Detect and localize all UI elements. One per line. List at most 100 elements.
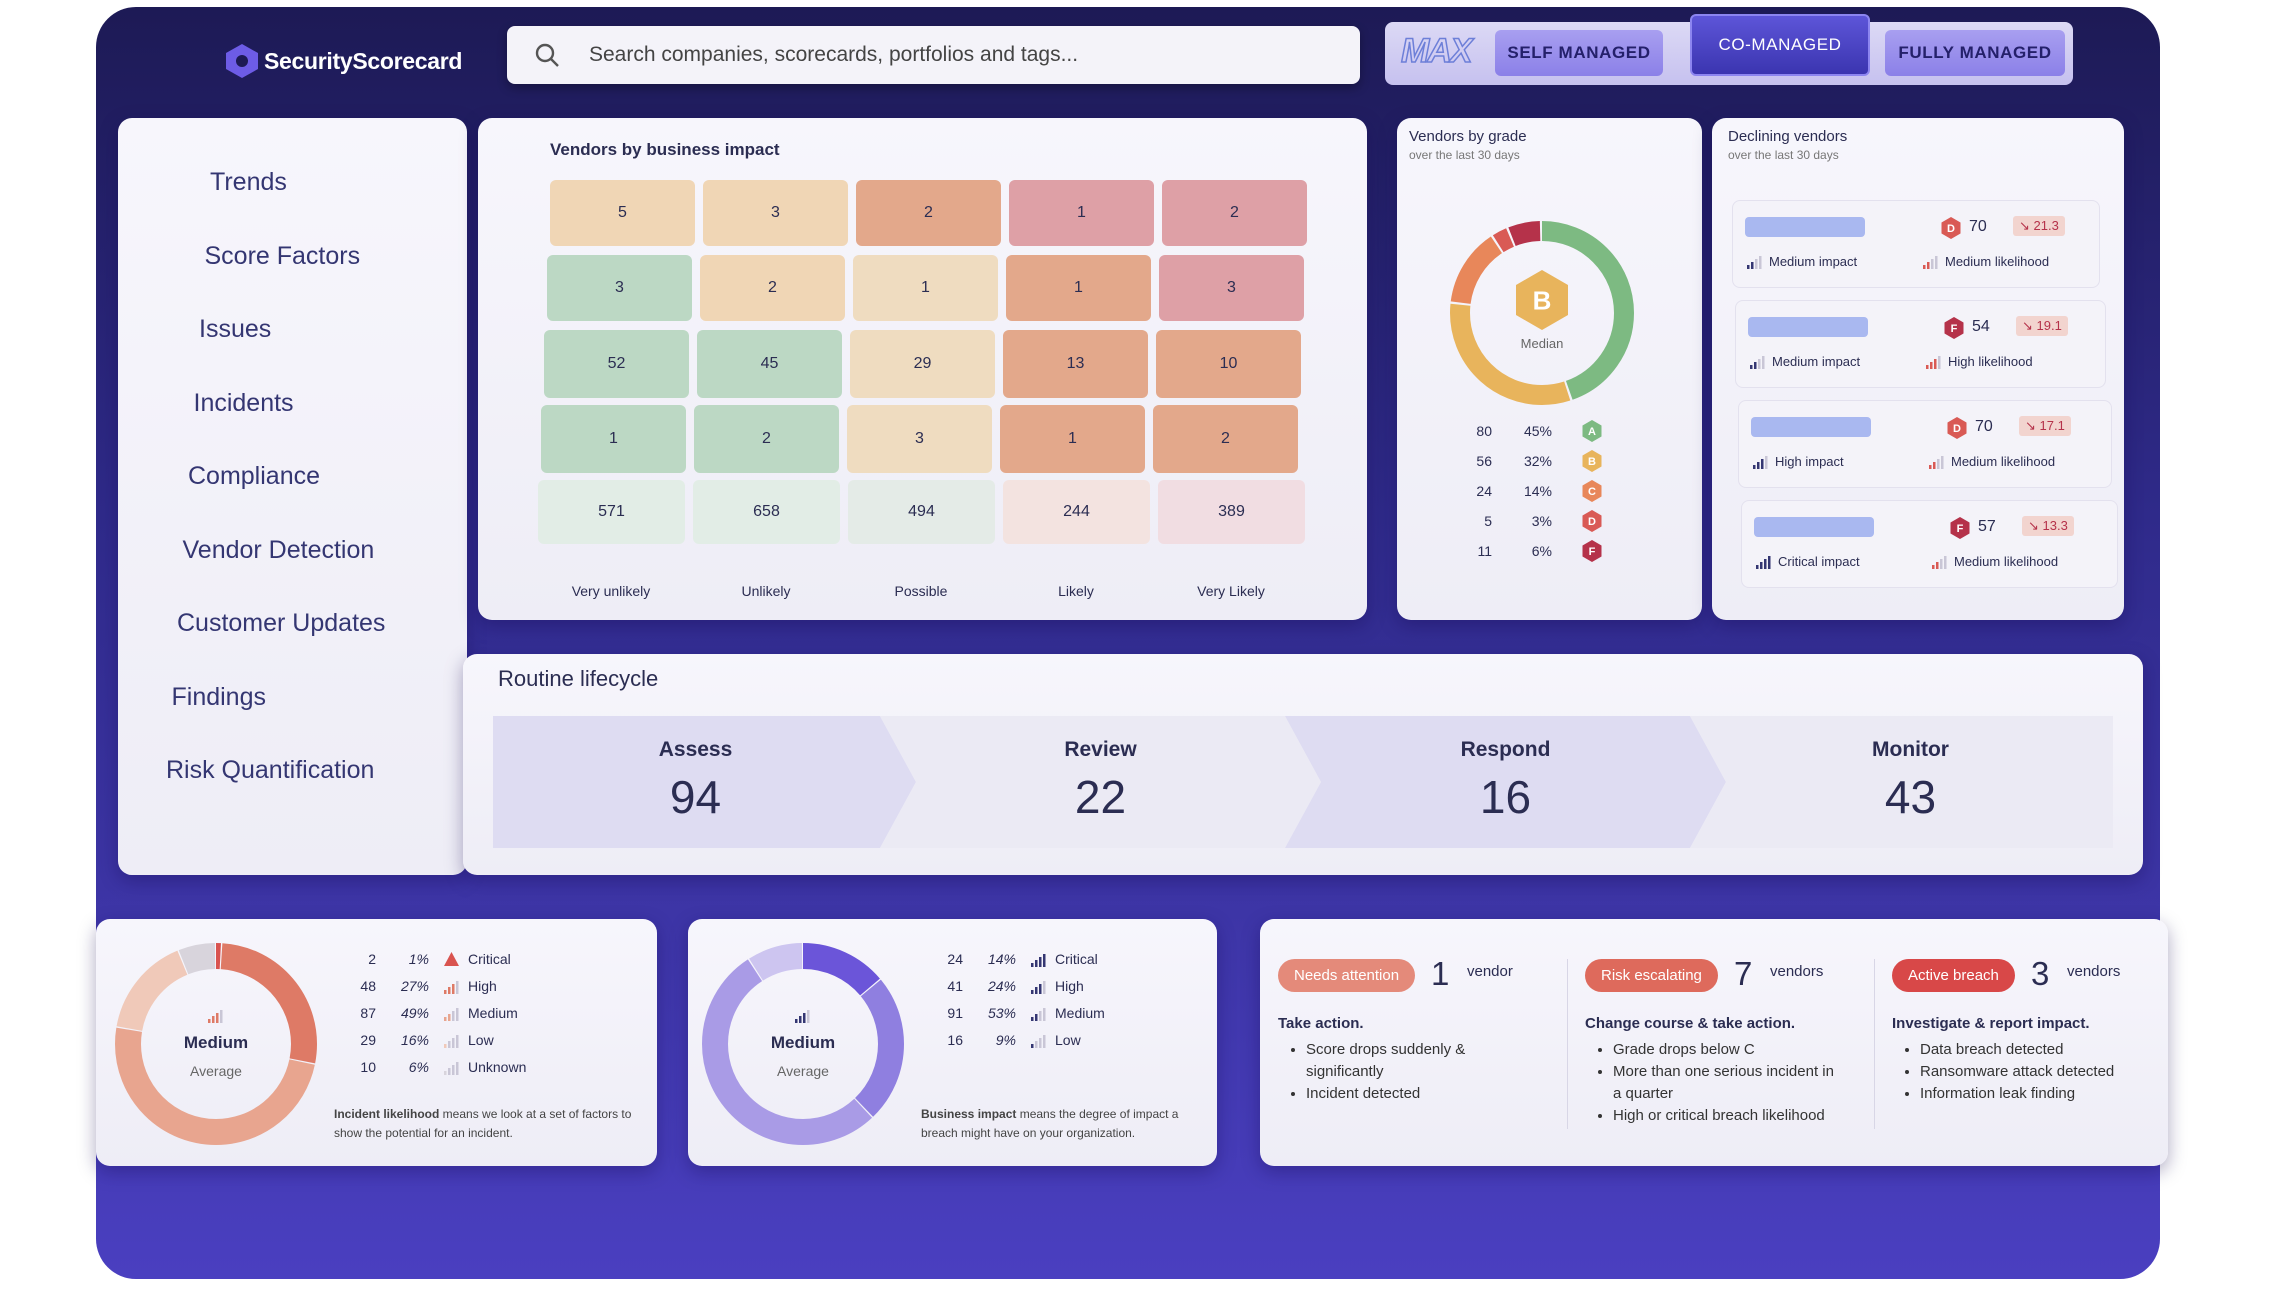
signal-bar [1934, 359, 1937, 369]
matrix-cell: 5 [550, 180, 695, 246]
stage-shape [880, 716, 1321, 848]
stage-shape [1285, 716, 1726, 848]
signal-icon [1932, 556, 1947, 569]
signal-bar [456, 1062, 459, 1075]
alert-unit: vendors [1770, 963, 1824, 980]
signal-bar [1039, 984, 1042, 994]
impact-label: High impact [1775, 454, 1844, 469]
signal-bar [444, 990, 447, 994]
tab[interactable]: SELF MANAGED [1495, 30, 1663, 76]
vendor-name-placeholder [1748, 317, 1868, 337]
matrix-cell: 2 [700, 255, 845, 321]
grade-hex: F [1950, 517, 1970, 539]
alert-bullet: Ransomware attack detected [1920, 1061, 2172, 1083]
center-sub: Average [777, 1063, 829, 1079]
alert-badge[interactable]: Active breach [1892, 959, 2015, 992]
signal-icon [1031, 1035, 1046, 1048]
signal-bar [1750, 365, 1753, 369]
signal-bar [799, 1016, 802, 1023]
stage-shape [1690, 716, 2113, 848]
matrix-total: 244 [1003, 480, 1150, 544]
dist-count: 24 [947, 951, 963, 967]
likelihood-label: Medium likelihood [1951, 454, 2056, 469]
hex-shape [1582, 480, 1602, 502]
sidebar-item[interactable]: Risk Quantification [166, 756, 375, 784]
signal-bar [1753, 465, 1756, 469]
signal-bar [456, 1035, 459, 1048]
sidebar-item[interactable]: Customer Updates [177, 609, 386, 637]
donut-segment [1450, 221, 1634, 405]
sidebar-item[interactable]: Issues [199, 315, 272, 343]
search-handle [550, 58, 559, 67]
grade-card: Vendors by grade over the last 30 days B Me… [1397, 118, 1702, 620]
sidebar-item[interactable]: Vendor Detection [182, 535, 375, 564]
matrix-cell: 1 [1006, 255, 1151, 321]
grade-letter: F [1957, 523, 1964, 535]
signal-bar [1035, 1041, 1038, 1048]
grade-title: Vendors by grade [1409, 128, 1527, 145]
donut-segment [702, 943, 904, 1145]
signal-icon [208, 1010, 223, 1023]
signal-bar [1938, 356, 1941, 369]
alert-badge[interactable]: Risk escalating [1585, 959, 1718, 992]
matrix-cell: 1 [541, 405, 686, 473]
signal-bar [456, 981, 459, 994]
dist-count: 10 [360, 1059, 376, 1075]
signal-bar [1940, 559, 1943, 569]
stage-count: 22 [1074, 771, 1127, 823]
donut-segment [115, 943, 317, 1145]
signal-icon [444, 1035, 459, 1048]
matrix-total: 389 [1158, 480, 1305, 544]
dist-note: Incident likelihood means we look at a s… [334, 1105, 635, 1143]
signal-bar [452, 1065, 455, 1075]
score-change: ↘ 17.1 [2019, 416, 2071, 436]
sidebar-item[interactable]: Trends [210, 168, 287, 196]
sidebar-item[interactable]: Incidents [193, 388, 294, 417]
signal-icon [1756, 556, 1771, 569]
matrix-column-label: Very Likely [1197, 583, 1265, 599]
grade-count: 56 [1476, 453, 1492, 469]
donut [1450, 221, 1634, 405]
center-label: Medium [770, 1033, 836, 1052]
vendor-name-placeholder [1754, 517, 1874, 537]
score-change: ↘ 21.3 [2013, 216, 2065, 236]
sidebar-item[interactable]: Findings [171, 682, 267, 711]
alert-bullets: Data breach detectedRansomware attack de… [1892, 1039, 2172, 1105]
alert-bullet: Score drops suddenly & significantly [1306, 1039, 1538, 1083]
signal-bar [216, 1013, 219, 1023]
declining-title: Declining vendors [1728, 128, 1848, 145]
sidebar-item[interactable]: Score Factors [204, 241, 361, 270]
alert-bullets: Grade drops below CMore than one serious… [1585, 1039, 1845, 1127]
dist-label: Medium [1055, 1005, 1105, 1021]
signal-icon [1031, 981, 1046, 994]
dist-label: High [468, 978, 497, 994]
hex-shape [1582, 540, 1602, 562]
matrix-cell: 3 [847, 405, 992, 473]
score-change: ↘ 13.3 [2022, 516, 2074, 536]
matrix-total: 571 [538, 480, 685, 544]
signal-icon [444, 1008, 459, 1021]
grade-letter: C [1588, 486, 1596, 498]
dist-percent: 1% [408, 951, 429, 967]
matrix-column-label: Possible [894, 583, 948, 599]
sidebar-item[interactable]: Compliance [188, 462, 321, 490]
search-bar[interactable]: Search companies, scorecards, portfolios… [507, 26, 1360, 84]
signal-bar [1039, 1011, 1042, 1021]
likelihood-label: High likelihood [1948, 354, 2033, 369]
vendor-score: 70 [1969, 218, 1987, 235]
grade-hex: B [1582, 450, 1602, 472]
grade-letter: D [1588, 516, 1596, 528]
grade-count: 5 [1484, 513, 1492, 529]
grade-letter: B [1588, 456, 1596, 468]
alert-badge[interactable]: Needs attention [1278, 959, 1416, 992]
donut [115, 943, 317, 1145]
hex-shape [1582, 450, 1602, 472]
grade-letter: D [1947, 223, 1955, 235]
tab[interactable]: FULLY MANAGED [1885, 30, 2065, 76]
signal-bar [803, 1013, 806, 1023]
note-text: means we look at a set of factors to sho… [334, 1107, 632, 1140]
donut-segment [115, 943, 317, 1145]
dist-percent: 53% [987, 1005, 1016, 1021]
tab[interactable]: CO-MANAGED [1690, 14, 1870, 76]
matrix-column-label: Unlikely [741, 583, 791, 599]
